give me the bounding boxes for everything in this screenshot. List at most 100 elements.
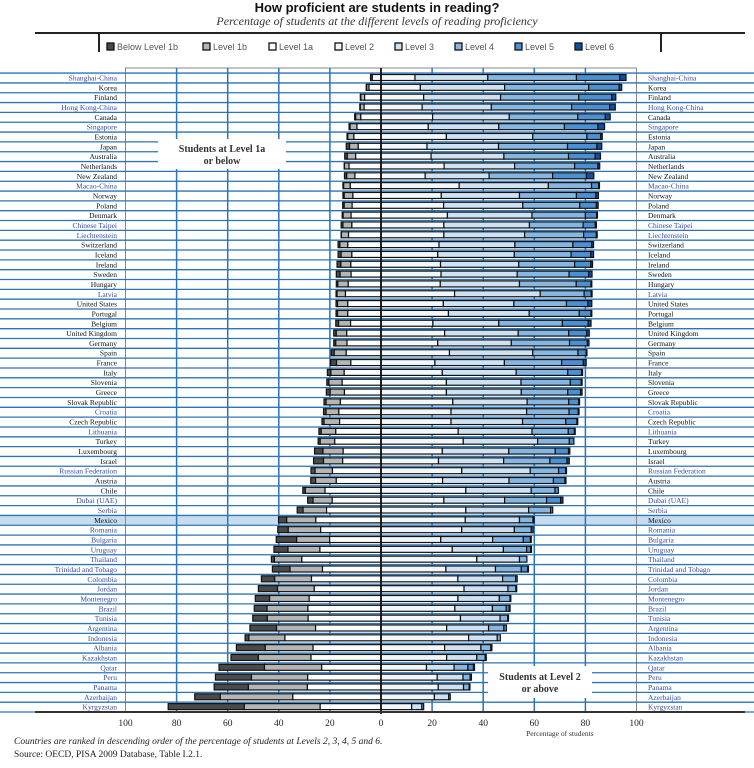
bar-segment-level-2: [380, 378, 448, 386]
bar-segment-level-3: [457, 594, 500, 603]
bar-segment-level-5: [568, 329, 588, 337]
bar-segment-level-6: [611, 93, 617, 101]
country-row: [344, 152, 602, 160]
country-label-left: Iceland: [95, 250, 117, 259]
country-label-left: Liechtenstein: [77, 231, 118, 240]
bar-segment-level-1a: [351, 201, 382, 209]
bar-segment-level-5: [566, 142, 598, 150]
bar-segment-level-2: [380, 427, 459, 435]
bar-segment-level-2: [380, 83, 421, 91]
bar-segment-level-5: [530, 526, 534, 534]
bar-segment-level-2: [380, 162, 445, 170]
country-row: [310, 467, 568, 475]
country-label-right: Macao-China: [648, 182, 689, 191]
country-label-left: Trinidad and Tobago: [55, 565, 118, 574]
bar-segment-level-2: [380, 644, 446, 652]
bar-segment-level-5: [503, 624, 508, 632]
bar-segment-level-3: [419, 83, 506, 91]
x-tick-label: 60: [223, 719, 233, 729]
country-label-left: Bulgaria: [91, 536, 117, 545]
bar-segment-level-6: [586, 329, 590, 337]
bar-segment-level-3: [464, 516, 521, 524]
bar-segment-level-4: [513, 526, 532, 534]
bar-segment-level-1b: [276, 585, 315, 593]
bar-segment-level-3: [454, 604, 493, 612]
bar-segment-level-1a: [307, 614, 382, 622]
bar-segment-level-1a: [307, 673, 382, 681]
bar-segment-level-4: [539, 290, 585, 298]
bar-segment-level-5: [575, 280, 592, 288]
annotation-level1a-or-below-line1: Students at Level 1a: [179, 144, 265, 155]
bar-segment-level-3: [440, 270, 518, 278]
country-row: [260, 575, 518, 583]
bar-segment-level-1a: [346, 329, 382, 337]
country-label-left: Colombia: [87, 575, 117, 584]
bar-segment-below-level-1b: [275, 535, 298, 544]
bar-segment-level-2: [380, 309, 450, 318]
country-label-right: Canada: [648, 113, 671, 122]
bar-segment-level-2: [380, 260, 442, 268]
country-row: [323, 398, 581, 406]
country-label-right: Japan: [648, 142, 665, 151]
bar-segment-level-1a: [351, 221, 382, 229]
bar-segment-level-2: [380, 594, 459, 603]
x-tick-label: 20: [325, 719, 335, 729]
country-row: [194, 693, 451, 701]
bar-segment-level-4: [494, 565, 522, 573]
bar-segment-level-5: [574, 260, 592, 268]
bar-segment-level-6: [566, 457, 570, 465]
bar-segment-level-1b: [343, 201, 353, 209]
bar-segment-level-1b: [335, 358, 352, 367]
bar-segment-level-1b: [347, 132, 355, 141]
bar-segment-level-5: [565, 417, 578, 426]
bar-segment-level-1b: [346, 172, 356, 180]
bar-segment-level-6: [594, 221, 597, 229]
bar-segment-level-2: [380, 447, 443, 455]
country-label-right: Trinidad and Tobago: [648, 565, 711, 574]
bar-segment-level-6: [588, 270, 593, 278]
bar-segment-below-level-1b: [230, 653, 259, 662]
country-label-right: Latvia: [648, 290, 668, 299]
country-label-left: Sweden: [93, 270, 117, 279]
bar-segment-below-level-1b: [296, 506, 304, 514]
bar-segment-level-2: [380, 673, 438, 681]
bar-segment-level-4: [508, 113, 579, 121]
bar-segment-level-4: [499, 614, 509, 622]
country-label-left: Kazakhstan: [82, 653, 117, 662]
country-label-right: United Kingdom: [648, 329, 699, 338]
bar-segment-level-1b: [346, 152, 357, 160]
country-row: [230, 653, 487, 662]
country-label-left: Russian Federation: [59, 467, 117, 476]
country-label-right: Liechtenstein: [648, 231, 689, 240]
bar-segment-level-6: [586, 339, 590, 347]
bar-segment-level-3: [432, 319, 500, 327]
bar-segment-level-5: [579, 201, 597, 209]
bar-segment-level-1b: [336, 290, 347, 298]
bar-segment-level-3: [421, 103, 492, 111]
country-label-right: Mexico: [648, 516, 671, 525]
bar-segment-level-5: [575, 191, 597, 200]
bar-segment-level-2: [380, 526, 463, 534]
country-label-left: Chinese Taipei: [72, 221, 117, 230]
bar-segment-level-4: [497, 142, 569, 150]
bar-segment-level-1b: [322, 457, 344, 465]
country-row: [342, 201, 599, 209]
bar-segment-level-2: [380, 476, 444, 485]
bar-segment-level-2: [380, 417, 452, 426]
country-label-left: Indonesia: [88, 634, 118, 643]
bar-segment-level-4: [508, 447, 556, 455]
bar-segment-level-4: [476, 653, 486, 662]
x-tick-label: 100: [118, 719, 133, 729]
country-row: [235, 644, 493, 652]
bar-segment-level-3: [446, 211, 533, 219]
country-row: [257, 585, 518, 593]
bar-segment-level-4: [521, 417, 567, 426]
bar-segment-level-2: [380, 516, 466, 524]
country-label-left: Lithuania: [88, 427, 117, 436]
country-row: [330, 358, 587, 367]
bar-segment-level-1b: [333, 349, 347, 357]
bar-segment-level-4: [503, 457, 551, 465]
bar-segment-level-6: [576, 417, 579, 426]
bar-segment-below-level-1b: [307, 496, 314, 504]
bar-segment-level-1a: [342, 457, 382, 465]
